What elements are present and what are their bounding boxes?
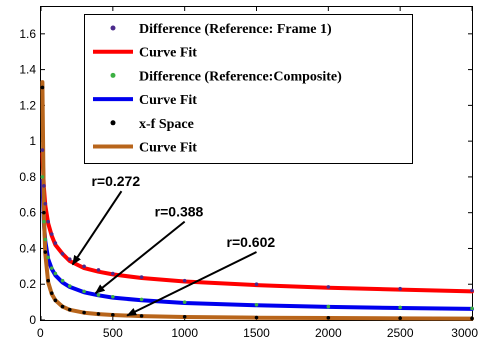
y-tick-label: 1.2: [19, 98, 36, 112]
series-point-0: [42, 184, 46, 188]
y-tick-label: 1: [29, 134, 36, 148]
series-layer: [40, 80, 474, 321]
y-tick-label: 1.4: [19, 63, 36, 77]
series-point-2: [326, 304, 331, 309]
legend-label-4: x-f Space: [139, 117, 194, 132]
series-point-4: [43, 250, 48, 254]
annotations: r=0.272 r=0.388 r=0.602: [71, 173, 276, 317]
series-point-2: [82, 289, 86, 294]
series-point-2: [60, 278, 65, 283]
series-point-0: [326, 285, 331, 289]
annotation-arrow: [94, 220, 186, 294]
y-tick-label: 0.6: [19, 206, 36, 220]
y-tick-label: 1.6: [19, 27, 36, 41]
series-point-4: [46, 278, 50, 283]
series-point-2: [53, 271, 58, 276]
series-point-0: [53, 241, 58, 245]
series-point-0: [67, 257, 72, 261]
series-point-0: [470, 288, 474, 293]
legend-box: [84, 14, 413, 164]
series-point-2: [67, 284, 72, 288]
series-point-2: [398, 305, 402, 310]
series-point-4: [40, 85, 45, 90]
y-tick-label: 0.2: [19, 277, 36, 291]
legend-label-1: Curve Fit: [139, 46, 197, 61]
series-point-2: [470, 306, 474, 311]
legend-label-0: Difference (Reference: Frame 1): [139, 22, 332, 37]
series-point-2: [40, 175, 45, 179]
x-axis: 0 500 1000 1500 2000 2500 3000: [37, 7, 478, 340]
series-point-0: [60, 252, 65, 256]
legend-label-5: Curve Fit: [139, 141, 197, 156]
series-point-4: [398, 316, 402, 321]
series-point-4: [53, 298, 58, 303]
series-point-4: [96, 312, 101, 316]
legend: Difference (Reference: Frame 1) Curve Fit…: [84, 14, 413, 164]
series-point-4: [82, 310, 86, 315]
series-point-4: [254, 315, 259, 320]
x-tick-label: 500: [103, 326, 123, 340]
series-point-2: [96, 293, 101, 297]
series-point-4: [60, 304, 65, 309]
legend-swatch-4: [110, 120, 116, 126]
series-point-4: [42, 210, 46, 215]
series-point-2: [254, 302, 259, 307]
series-point-0: [96, 268, 101, 272]
series-point-2: [139, 297, 144, 302]
y-tick-label: 0: [29, 313, 36, 327]
x-tick-label: 0: [37, 326, 44, 340]
series-point-0: [254, 282, 259, 287]
y-tick-label: 0.8: [19, 170, 36, 184]
annotation-arrow: [126, 251, 257, 317]
series-point-2: [111, 294, 115, 299]
series-point-2: [182, 300, 187, 304]
annotation-label: r=0.602: [227, 234, 276, 250]
series-point-0: [398, 286, 402, 291]
y-tick-label: 0.4: [19, 241, 36, 255]
series-point-2: [43, 237, 48, 242]
legend-swatch-2: [110, 72, 116, 78]
x-tick-label: 1500: [243, 326, 270, 340]
series-point-4: [49, 291, 54, 295]
annotation-label: r=0.272: [91, 173, 140, 189]
y-axis: 0 0.2 0.4 0.6 0.8 1 1.2 1.4 1.6: [19, 27, 472, 327]
series-point-2: [42, 219, 46, 224]
series-point-4: [182, 314, 187, 319]
legend-label-3: Curve Fit: [139, 93, 197, 108]
series-point-0: [139, 275, 144, 279]
x-tick-label: 2000: [315, 326, 342, 340]
series-point-0: [82, 264, 86, 269]
series-point-0: [111, 271, 115, 276]
annotation-label: r=0.388: [155, 204, 204, 220]
series-point-0: [46, 219, 50, 224]
series-point-0: [182, 278, 187, 283]
x-tick-label: 3000: [451, 326, 478, 340]
legend-swatch-0: [110, 25, 116, 31]
series-point-0: [40, 148, 45, 152]
series-point-2: [46, 255, 50, 260]
legend-label-2: Difference (Reference:Composite): [139, 69, 342, 84]
series-point-4: [111, 313, 115, 317]
series-point-2: [49, 266, 54, 270]
series-point-4: [470, 316, 474, 321]
x-tick-label: 2500: [387, 326, 414, 340]
series-point-0: [43, 201, 48, 206]
series-point-4: [67, 307, 72, 312]
annotation-arrow: [71, 190, 123, 266]
series-point-4: [326, 316, 331, 320]
series-point-0: [49, 232, 54, 236]
series-point-4: [139, 314, 144, 318]
x-tick-label: 1000: [171, 326, 198, 340]
